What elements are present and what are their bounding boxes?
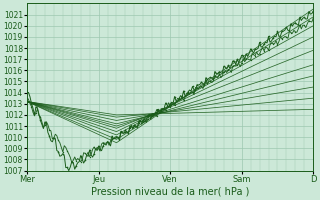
- X-axis label: Pression niveau de la mer( hPa ): Pression niveau de la mer( hPa ): [91, 187, 249, 197]
